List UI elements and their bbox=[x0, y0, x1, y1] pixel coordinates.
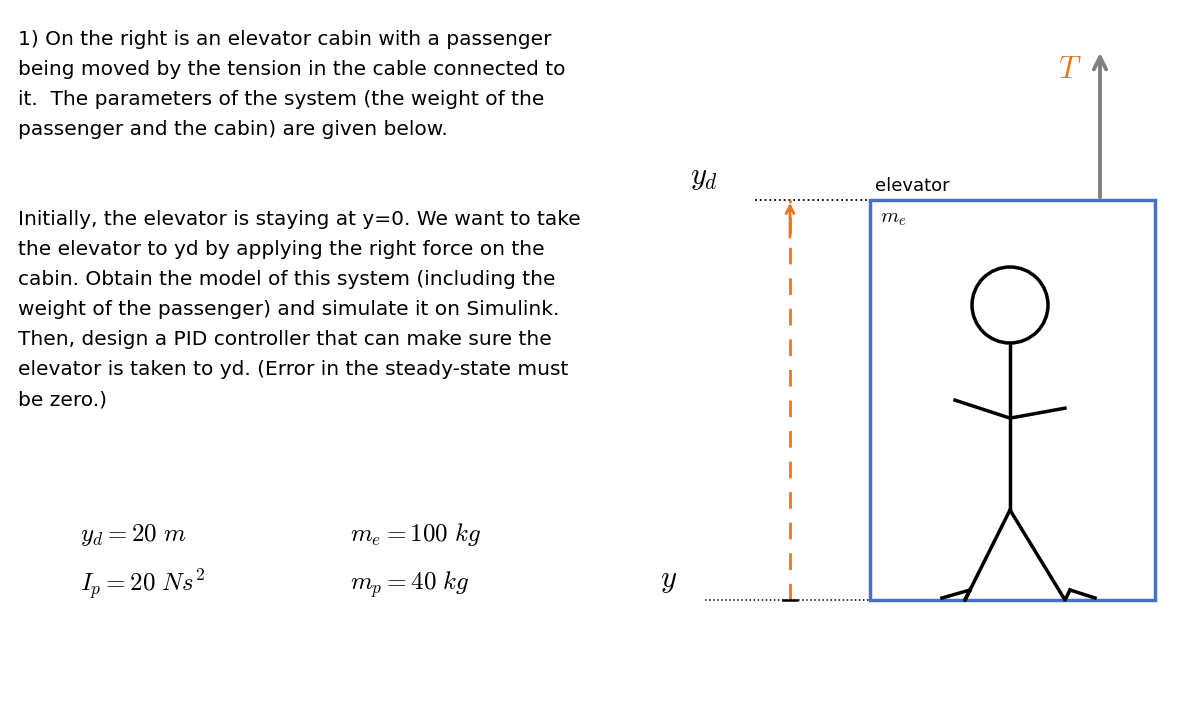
Text: $y_d = 20\ m$: $y_d = 20\ m$ bbox=[80, 522, 187, 548]
Text: being moved by the tension in the cable connected to: being moved by the tension in the cable … bbox=[18, 60, 565, 79]
Bar bbox=[870, 200, 1154, 600]
Text: the elevator to yd by applying the right force on the: the elevator to yd by applying the right… bbox=[18, 240, 545, 259]
Text: elevator is taken to yd. (Error in the steady-state must: elevator is taken to yd. (Error in the s… bbox=[18, 360, 569, 379]
Text: $I_p = 20\ Ns^2$: $I_p = 20\ Ns^2$ bbox=[80, 568, 205, 602]
Text: Initially, the elevator is staying at y=0. We want to take: Initially, the elevator is staying at y=… bbox=[18, 210, 581, 229]
Text: passenger and the cabin) are given below.: passenger and the cabin) are given below… bbox=[18, 120, 448, 139]
Text: elevator: elevator bbox=[875, 177, 949, 195]
Text: it.  The parameters of the system (the weight of the: it. The parameters of the system (the we… bbox=[18, 90, 545, 109]
Text: cabin. Obtain the model of this system (including the: cabin. Obtain the model of this system (… bbox=[18, 270, 556, 289]
Text: $m_e$: $m_e$ bbox=[880, 208, 906, 228]
Text: $T$: $T$ bbox=[1058, 55, 1082, 84]
Text: $m_e = 100\ kg$: $m_e = 100\ kg$ bbox=[350, 522, 481, 549]
Text: Then, design a PID controller that can make sure the: Then, design a PID controller that can m… bbox=[18, 330, 552, 349]
Text: be zero.): be zero.) bbox=[18, 390, 107, 409]
Text: $y$: $y$ bbox=[660, 566, 677, 595]
Text: $y_d$: $y_d$ bbox=[690, 163, 718, 192]
Text: $m_p = 40\ kg$: $m_p = 40\ kg$ bbox=[350, 570, 469, 600]
Text: weight of the passenger) and simulate it on Simulink.: weight of the passenger) and simulate it… bbox=[18, 300, 559, 319]
Text: 1) On the right is an elevator cabin with a passenger: 1) On the right is an elevator cabin wit… bbox=[18, 30, 552, 49]
